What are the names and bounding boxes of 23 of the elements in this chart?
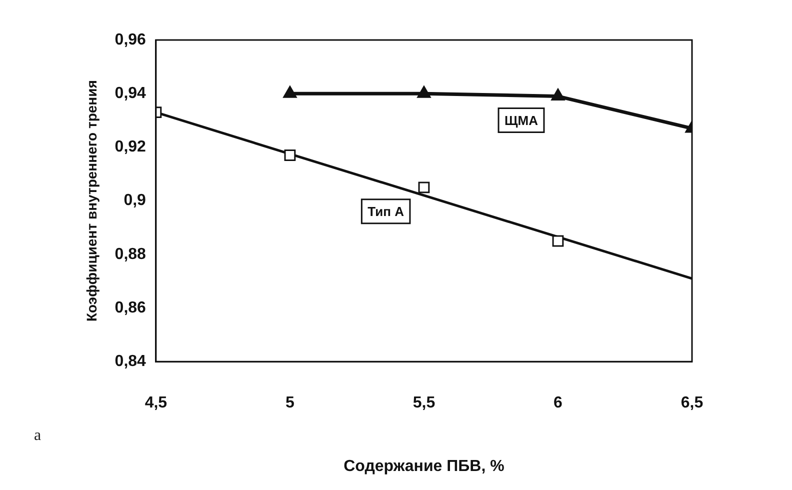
y-axis-title: Коэффициент внутреннего трения (83, 80, 100, 322)
point (283, 86, 297, 98)
x-tick-label: 6 (554, 394, 563, 412)
x-tick-label: 6,5 (680, 394, 704, 412)
series-label: ЩМА (504, 112, 539, 128)
y-tick-label: 0,84 (114, 353, 146, 370)
y-tick-label: 0,96 (114, 31, 146, 48)
y-tick-label: 0,9 (124, 192, 146, 210)
y-tick-label: 0,94 (114, 85, 146, 102)
y-tick-label: 0,92 (114, 138, 146, 156)
point (418, 182, 430, 194)
x-tick-label: 5 (286, 394, 294, 412)
point (551, 88, 565, 101)
x-tick-label: 4,5 (144, 394, 168, 412)
y-tick-label: 0,86 (114, 299, 146, 316)
text: а (34, 427, 42, 444)
series-label: Тип А (368, 204, 405, 219)
point (417, 86, 431, 98)
x-tick-label: 5,5 (412, 394, 436, 412)
point (284, 150, 296, 161)
y-tick-label: 0,88 (114, 246, 146, 263)
point (552, 235, 564, 247)
x-axis-title: Содержание ПБВ, % (344, 458, 504, 475)
